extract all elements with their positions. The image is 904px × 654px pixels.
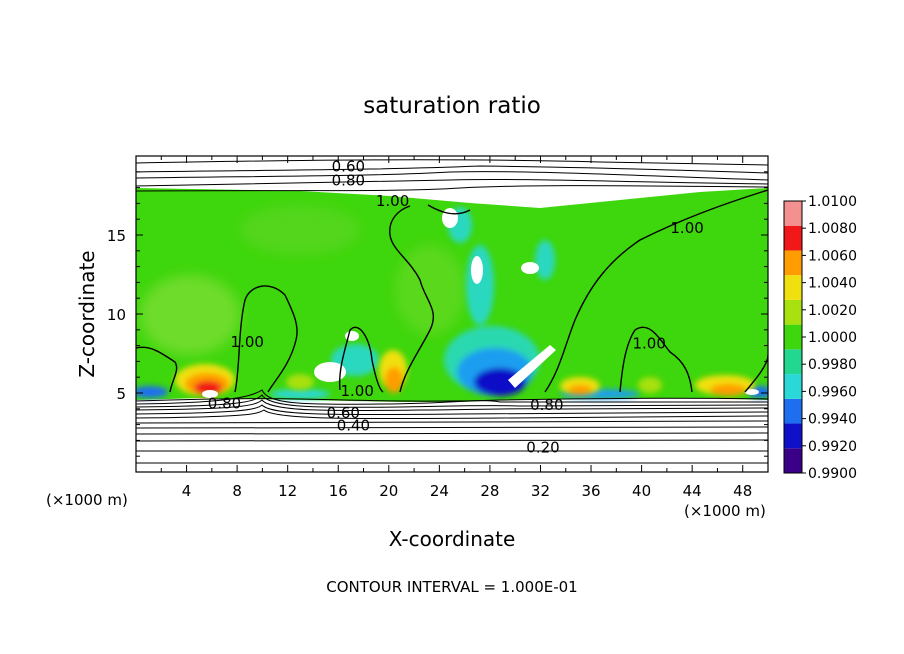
contour-label-layer: 0.600.801.001.001.00 1.001.000.80 0.800.60… xyxy=(208,157,704,457)
supersaturated-regions xyxy=(175,350,755,396)
contour-label: 1.00 xyxy=(231,333,264,351)
x-tick-label: 44 xyxy=(683,482,702,500)
colorbar-swatch xyxy=(784,225,802,251)
x-tick-label: 4 xyxy=(182,482,192,500)
contour-label: 1.00 xyxy=(632,334,665,352)
colorbar-label: 0.9920 xyxy=(808,439,857,455)
x-tick-label: 36 xyxy=(581,482,600,500)
x-tick-label: 8 xyxy=(232,482,242,500)
contour-label: 0.60 xyxy=(327,404,360,422)
contour-label: 0.80 xyxy=(208,394,241,412)
y-tick-label: 5 xyxy=(116,385,126,403)
colorbar-label: 1.0000 xyxy=(808,330,857,346)
x-tick-label: 32 xyxy=(531,482,550,500)
contour-lines-1.00 xyxy=(136,189,768,393)
x-axis-label: X-coordinate xyxy=(389,527,516,551)
colorbar-swatch xyxy=(784,398,802,424)
colorbar: 0.9900 0.9920 0.9940 0.9960 0.9980 1.0000 1.00… xyxy=(783,194,857,482)
contour-label: 1.00 xyxy=(670,219,703,237)
colorbar-swatch xyxy=(784,275,802,300)
x-tick-label: 48 xyxy=(733,482,752,500)
lower-contours xyxy=(136,389,768,464)
field-layer xyxy=(136,159,768,464)
colorbar-swatch xyxy=(784,448,802,473)
colorbar-label: 1.0100 xyxy=(808,194,857,210)
colorbar-swatch xyxy=(784,201,802,226)
x-tick-label: 24 xyxy=(430,482,449,500)
colorbar-swatch xyxy=(784,423,802,449)
x-tick-label: 12 xyxy=(278,482,297,500)
contour-label: 1.00 xyxy=(376,192,409,210)
contour-label: 0.20 xyxy=(526,439,559,457)
contour-label: 0.40 xyxy=(337,417,370,435)
chart-title: saturation ratio xyxy=(363,93,541,119)
contour-label: 1.00 xyxy=(340,382,373,400)
contour-label: 0.80 xyxy=(530,396,563,414)
x-unit-left: (×1000 m) xyxy=(46,491,128,509)
colorbar-label: 1.0060 xyxy=(808,248,857,264)
x-tick-label: 40 xyxy=(632,482,651,500)
y-tick-label: 15 xyxy=(107,227,126,245)
contour-label: 0.60 xyxy=(332,157,365,175)
colorbar-swatch xyxy=(784,374,802,399)
colorbar-swatch xyxy=(784,349,802,375)
x-tick-label: 28 xyxy=(480,482,499,500)
light-green-patches xyxy=(140,205,465,355)
colorbar-label: 0.9960 xyxy=(808,384,857,400)
colorbar-label: 0.9900 xyxy=(808,466,857,482)
colorbar-swatch xyxy=(784,299,802,325)
x-axis-ticks: 4 8 12 16 20 24 28 32 36 40 44 48 xyxy=(160,156,752,500)
y-axis-ticks: 5 10 15 xyxy=(107,171,768,457)
colorbar-label: 0.9940 xyxy=(808,412,857,428)
x-unit-right: (×1000 m) xyxy=(684,502,766,520)
x-tick-label: 20 xyxy=(379,482,398,500)
contour-label: 0.80 xyxy=(332,172,365,190)
dry-holes xyxy=(202,208,759,398)
colorbar-swatch xyxy=(784,250,802,276)
y-tick-label: 10 xyxy=(107,306,126,324)
colorbar-label: 1.0080 xyxy=(808,221,857,237)
contour-interval-note: CONTOUR INTERVAL = 1.000E-01 xyxy=(326,578,577,596)
upper-contours xyxy=(136,159,768,192)
plot-area: 0.600.801.001.001.00 1.001.000.80 0.800.60… xyxy=(107,155,769,500)
y-axis-label: Z-coordinate xyxy=(75,250,99,377)
colorbar-label: 1.0040 xyxy=(808,276,857,292)
x-tick-label: 16 xyxy=(329,482,348,500)
colorbar-swatch xyxy=(784,324,802,350)
colorbar-label: 1.0020 xyxy=(808,303,857,319)
colorbar-label: 0.9980 xyxy=(808,357,857,373)
